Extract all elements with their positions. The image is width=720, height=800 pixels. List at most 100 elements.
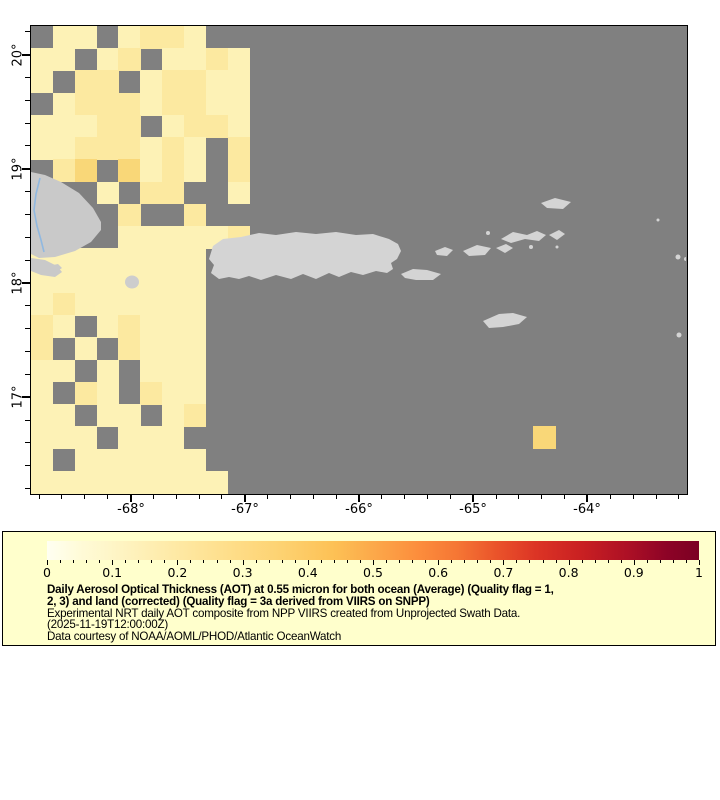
aot-cell (183, 470, 207, 494)
axis-tick (610, 495, 611, 499)
axis-tick (25, 145, 30, 146)
axis-tick (25, 260, 30, 261)
hispaniola-south-coast (31, 258, 62, 277)
colorbar-minor-tick (229, 560, 231, 563)
aot-cell (74, 270, 98, 294)
axis-tick (25, 123, 30, 124)
axis-tick (199, 495, 200, 499)
colorbar-minor-tick (255, 560, 257, 563)
axis-tick (381, 495, 382, 499)
colorbar-minor-tick (359, 560, 361, 563)
aot-cell (74, 248, 98, 272)
colorbar-tick-label: 1 (695, 565, 703, 580)
colorbar-tick (438, 560, 440, 565)
st-croix-island (483, 313, 527, 328)
axis-tick (107, 495, 108, 499)
aot-cell (74, 470, 98, 494)
axis-tick (473, 495, 474, 499)
axis-tick (541, 495, 542, 499)
colorbar-minor-tick (672, 560, 674, 563)
colorbar-minor-tick (216, 560, 218, 563)
colorbar-minor-tick (138, 560, 140, 563)
aot-cell (52, 92, 76, 116)
axis-tick (153, 495, 154, 499)
axis-tick (25, 328, 30, 329)
aot-cell (183, 315, 207, 338)
small-cay (486, 231, 490, 235)
longitude-tick-label: -68° (117, 502, 145, 517)
axis-tick (244, 495, 246, 502)
colorbar-tick (112, 560, 114, 565)
aot-cell (140, 448, 163, 472)
anegada-island (541, 198, 571, 209)
aot-cell (118, 226, 141, 249)
axis-tick (22, 282, 30, 284)
aot-cell (74, 26, 98, 49)
axis-tick (25, 488, 30, 489)
aot-cell (74, 448, 98, 472)
colorbar-tick-label: 0.5 (363, 565, 383, 580)
aot-cell (31, 448, 54, 472)
colorbar-minor-tick (594, 560, 596, 563)
aot-cell (74, 70, 98, 94)
aot-cell (162, 270, 185, 294)
axis-tick (404, 495, 405, 499)
aot-cell (140, 337, 163, 361)
caption-timestamp: (2025-11-19T12:00:00Z) (47, 618, 169, 632)
colorbar-minor-tick (164, 560, 166, 563)
island-speck (676, 332, 682, 338)
aot-cell (31, 270, 54, 294)
aot-cell (118, 470, 141, 494)
aot-cell (118, 92, 141, 116)
aot-cell (162, 381, 185, 405)
aot-cell (118, 248, 141, 272)
colorbar-minor-tick (399, 560, 401, 563)
axis-tick (564, 495, 565, 499)
aot-cell (227, 159, 250, 183)
aot-cell (205, 114, 229, 138)
aot-cell (31, 114, 54, 138)
aot-cell (52, 404, 76, 427)
axis-tick (25, 465, 30, 466)
island-speck (684, 257, 686, 261)
axis-tick (176, 495, 177, 499)
colorbar-tick-label: 0.4 (297, 565, 318, 580)
colorbar-minor-tick (203, 560, 205, 563)
colorbar-tick-label: 0.8 (558, 565, 579, 580)
vieques-island (401, 269, 441, 280)
island-speck (656, 218, 660, 222)
caption-credit: Data courtesy of NOAA/AOML/PHOD/Atlantic… (47, 630, 342, 644)
aot-cell (96, 48, 119, 72)
aot-cell (162, 137, 185, 161)
island-speck (675, 254, 681, 260)
aot-cell (162, 181, 185, 205)
aot-cell (183, 248, 207, 272)
colorbar-minor-tick (659, 560, 661, 563)
aot-cell (96, 470, 119, 494)
aot-cell (31, 381, 54, 405)
axis-tick (61, 495, 62, 499)
aot-cell (52, 26, 76, 49)
aot-cell (74, 92, 98, 116)
aot-cell (140, 359, 163, 383)
axis-tick (25, 351, 30, 352)
aot-cell (74, 381, 98, 405)
aot-data-grid (31, 26, 687, 494)
colorbar-tick (373, 560, 374, 565)
colorbar-minor-tick (516, 560, 518, 563)
caption-title-line-1: Daily Aerosol Optical Thickness (AOT) at… (47, 583, 554, 596)
colorbar-minor-tick (268, 560, 270, 563)
colorbar-tick-label: 0 (43, 565, 51, 580)
colorbar-minor-tick (294, 560, 296, 563)
aot-cell (140, 470, 163, 494)
aot-cell (162, 226, 185, 249)
aot-cell (140, 248, 163, 272)
aot-cell (162, 359, 185, 383)
aot-cell (227, 70, 250, 94)
aot-cell (162, 426, 185, 450)
aot-cell (118, 137, 141, 161)
puerto-rico-landmass (209, 232, 401, 280)
aot-cell (183, 114, 207, 138)
axis-tick (313, 495, 314, 499)
